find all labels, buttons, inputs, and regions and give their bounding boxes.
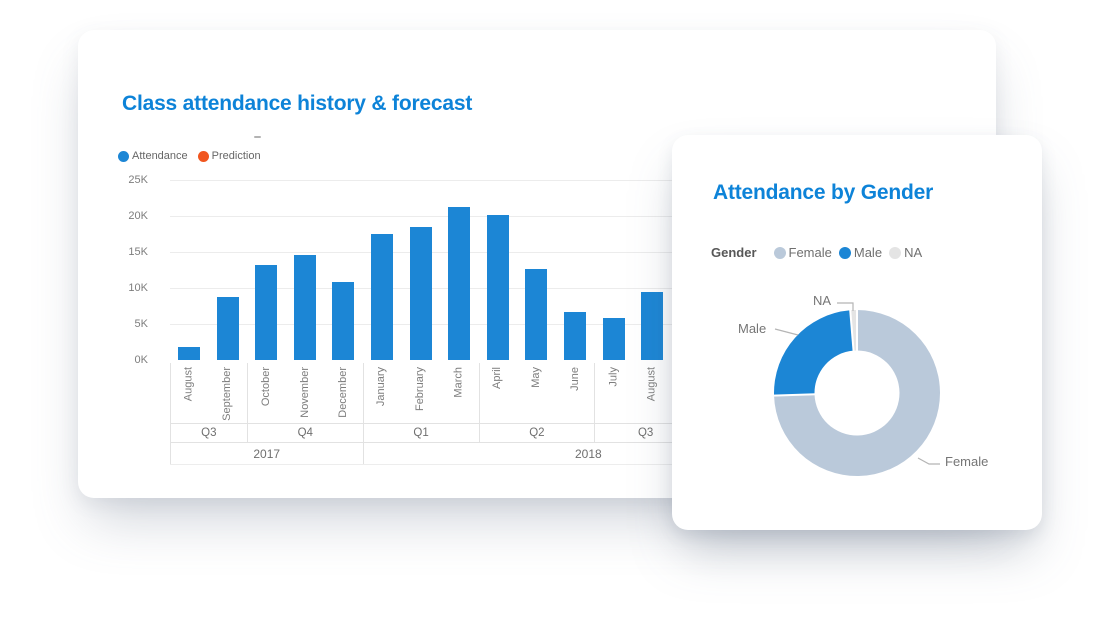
x-axis-month-label: August: [645, 367, 658, 402]
attendance-bar-chart: 0K 5K 10K 15K 20K 25K August September October No…: [78, 30, 996, 498]
attendance-history-title: Class attendance history & forecast: [122, 92, 473, 115]
quarter-separator-line: [478, 363, 480, 423]
x-axis-month-label: September: [221, 367, 234, 421]
bar-november-3[interactable]: [293, 254, 316, 360]
quarter-separator-line: [594, 363, 596, 423]
bar-january-5[interactable]: [371, 234, 393, 360]
chart-scroll-indicator: [254, 136, 261, 138]
y-axis-tick-label: 0K: [134, 354, 148, 366]
gender-legend-item-male[interactable]: Male: [838, 245, 883, 260]
gridline: [170, 216, 696, 217]
x-axis-month-label: October: [259, 367, 272, 407]
gender-legend-label: NA: [904, 245, 923, 260]
bar-august-12[interactable]: [641, 291, 664, 360]
x-axis-month-label: March: [452, 367, 465, 398]
callout-label-na: NA: [813, 293, 832, 308]
quarter-cell-q3-4: Q3: [594, 424, 696, 442]
gender-legend-item-female[interactable]: Female: [773, 245, 832, 260]
year-cell-2018: 2018: [362, 443, 813, 464]
attendance-by-gender-title: Attendance by Gender: [713, 181, 934, 204]
gender-legend-dot-na: [889, 246, 902, 259]
bar-july-11[interactable]: [602, 318, 625, 360]
attendance-legend: Attendance Prediction: [118, 150, 261, 162]
gridline: [170, 252, 696, 253]
donut-slice-male[interactable]: [774, 310, 854, 396]
quarter-cell-q4-1: Q4: [246, 424, 363, 442]
x-axis-month-label: December: [336, 367, 349, 418]
y-axis-tick-label: 20K: [128, 210, 148, 222]
gender-legend-label: Female: [788, 245, 832, 260]
gender-legend-label: Male: [853, 245, 883, 260]
x-axis-month-label: February: [414, 367, 427, 412]
card-attendance-by-gender: Attendance by Gender Gender Female Male NA…: [672, 135, 1042, 530]
quarter-separator-line: [246, 363, 248, 423]
y-axis-tick-label: 10K: [128, 282, 148, 294]
gridline: [170, 180, 696, 181]
quarter-cell-q1-2: Q1: [362, 424, 479, 442]
quarter-separator-line: [169, 363, 171, 423]
year-band: 2017 2018: [169, 443, 813, 465]
callout-label-male: Male: [738, 321, 767, 336]
y-axis-tick-label: 25K: [128, 174, 148, 186]
quarter-separator-line: [362, 363, 364, 423]
bar-february-6[interactable]: [409, 226, 432, 360]
x-axis-month-label: June: [568, 367, 581, 391]
legend-dot-attendance: [118, 150, 129, 162]
bar-august-0[interactable]: [178, 347, 200, 360]
gridline: [170, 324, 696, 325]
donut-slice-gap: [773, 393, 816, 397]
bar-june-10[interactable]: [564, 312, 586, 360]
gender-legend: Gender Female Male NA: [711, 245, 922, 260]
quarter-band: Q3 Q4 Q1 Q2 Q3: [169, 423, 696, 443]
x-axis-month-label: May: [529, 367, 542, 388]
quarter-cell-q3-0: Q3: [169, 424, 247, 442]
x-axis-month-label: November: [298, 367, 311, 418]
x-axis-month-label: January: [375, 367, 388, 407]
legend-label: Prediction: [211, 150, 261, 162]
donut-slice-female[interactable]: [774, 310, 940, 476]
gender-legend-dot-male: [838, 246, 851, 259]
bar-april-8[interactable]: [486, 215, 509, 360]
gender-legend-dot-female: [773, 246, 786, 259]
gender-legend-item-na[interactable]: NA: [889, 245, 922, 260]
x-axis-month-label: July: [607, 367, 620, 387]
y-axis-tick-label: 15K: [128, 246, 148, 258]
bar-december-4[interactable]: [332, 282, 355, 360]
x-axis-month-label: August: [182, 367, 195, 402]
bar-october-2[interactable]: [255, 264, 278, 360]
y-axis-tick-label: 5K: [134, 318, 148, 330]
quarter-cell-q2-3: Q2: [478, 424, 595, 442]
legend-item-prediction[interactable]: Prediction: [197, 150, 261, 162]
legend-dot-prediction: [197, 150, 209, 162]
year-cell-2017: 2017: [169, 443, 363, 464]
callout-label-female: Female: [945, 454, 989, 469]
legend-label: Attendance: [132, 150, 188, 162]
bar-september-1[interactable]: [216, 296, 239, 360]
x-axis-month-label: April: [491, 367, 504, 390]
donut-slice-gap: [849, 309, 855, 352]
gender-legend-title: Gender: [711, 245, 757, 260]
legend-item-attendance[interactable]: Attendance: [118, 150, 188, 162]
bar-may-9[interactable]: [525, 268, 548, 360]
gender-donut: [773, 309, 940, 476]
gender-donut-chart: [672, 135, 1042, 530]
bar-march-7[interactable]: [448, 206, 471, 360]
gridline: [170, 288, 696, 289]
